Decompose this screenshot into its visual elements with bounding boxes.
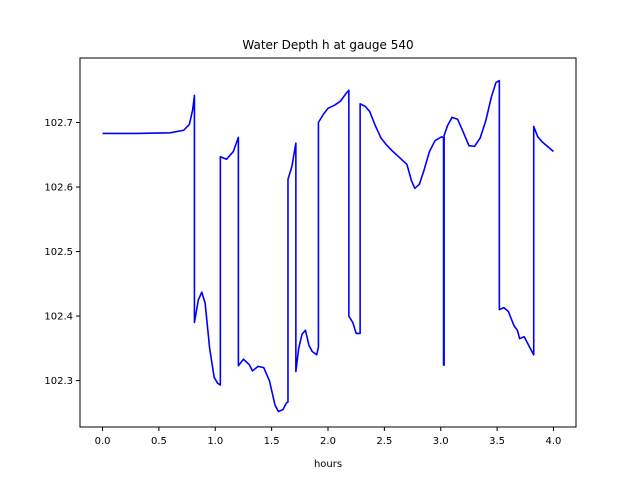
x-tick-label: 3.0 [433, 436, 449, 447]
y-tick-label: 102.3 [44, 376, 73, 387]
series-line [102, 79, 554, 413]
x-tick-label: 1.0 [207, 436, 223, 447]
x-tick-label: 0.0 [95, 436, 111, 447]
x-tick-label: 1.5 [264, 436, 280, 447]
y-axis-ticks: 102.3 102.4 102.5 102.6 102.7 [44, 118, 80, 387]
y-tick-label: 102.6 [44, 183, 73, 194]
y-tick-label: 102.5 [44, 247, 73, 258]
axes [79, 57, 577, 428]
y-tick-label: 102.4 [44, 312, 73, 323]
x-axis-label: hours [314, 459, 342, 470]
x-tick-label: 2.0 [320, 436, 336, 447]
x-axis-ticks: 0.0 0.5 1.0 1.5 2.0 2.5 3.0 3.5 4.0 [95, 427, 562, 447]
series-group [102, 79, 554, 413]
x-tick-label: 0.5 [151, 436, 167, 447]
x-tick-label: 4.0 [546, 436, 562, 447]
y-tick-label: 102.7 [44, 118, 73, 129]
x-tick-label: 3.5 [489, 436, 505, 447]
plot-frame [79, 57, 577, 428]
chart-title: Water Depth h at gauge 540 [242, 38, 413, 52]
x-tick-label: 2.5 [376, 436, 392, 447]
